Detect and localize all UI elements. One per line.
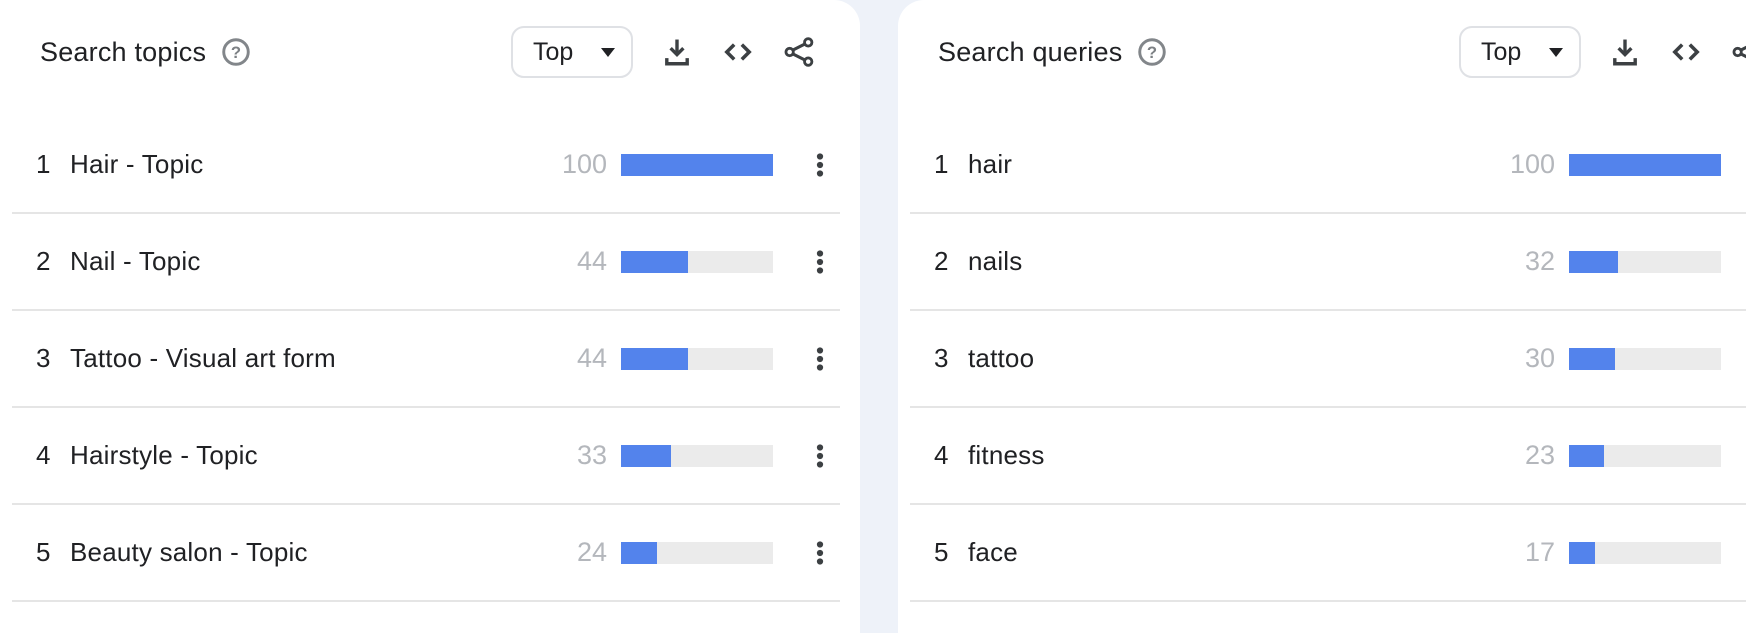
download-icon [665, 39, 689, 66]
table-row: 2 nails 32 [910, 214, 1746, 311]
embed-button[interactable] [721, 35, 755, 69]
kebab-menu-icon [816, 152, 824, 177]
share-icon [1732, 45, 1746, 59]
trend-bar [1569, 347, 1721, 370]
topic-link[interactable]: Hair - Topic [70, 149, 204, 179]
sort-dropdown-value: Top [1481, 37, 1522, 66]
help-button[interactable]: ? [1136, 36, 1168, 68]
rank: 5 [934, 537, 949, 567]
sort-dropdown-value: Top [533, 37, 574, 66]
kebab-menu-icon [816, 443, 824, 468]
value: 32 [1524, 246, 1555, 276]
rank: 5 [36, 537, 51, 567]
row-menu-button[interactable] [805, 538, 835, 568]
value: 17 [1524, 537, 1555, 567]
trend-bar [1569, 444, 1721, 467]
table-row: 3 tattoo 30 [910, 311, 1746, 408]
value: 30 [1524, 343, 1555, 373]
row-menu-button[interactable] [805, 441, 835, 471]
value: 24 [576, 537, 607, 567]
toolbar: Top [511, 26, 816, 78]
query-link[interactable]: hair [968, 149, 1013, 179]
help-button[interactable]: ? [220, 36, 252, 68]
share-button[interactable] [782, 35, 816, 69]
row-menu-button[interactable] [805, 150, 835, 180]
trend-bar [621, 444, 773, 467]
search-topics-header: Search topics ? Top [0, 0, 860, 104]
table-row: 2 Nail - Topic 44 [12, 214, 840, 311]
table-row: 1 hair 100 [910, 117, 1746, 214]
download-icon [1613, 39, 1637, 66]
rank: 1 [934, 149, 949, 179]
trend-bar [1569, 250, 1721, 273]
svg-text:?: ? [231, 43, 241, 62]
table-row: 3 Tattoo - Visual art form 44 [12, 311, 840, 408]
search-topics-list: 1 Hair - Topic 100 2 Nail - Topic 44 [12, 117, 840, 602]
question-mark-circle-icon: ? [1138, 38, 1167, 66]
value: 44 [576, 343, 607, 373]
title-group: Search topics ? [40, 36, 252, 68]
title-group: Search queries ? [938, 36, 1168, 68]
topic-link[interactable]: Hairstyle - Topic [70, 440, 258, 470]
kebab-menu-icon [816, 249, 824, 274]
table-row: 5 face 17 [910, 505, 1746, 602]
value: 100 [1509, 149, 1555, 179]
trend-bar [621, 541, 773, 564]
rank: 4 [934, 440, 949, 470]
panel-title: Search topics [40, 36, 207, 67]
value: 44 [576, 246, 607, 276]
embed-code-icon [724, 43, 752, 61]
trend-bar [621, 347, 773, 370]
query-link[interactable]: nails [968, 246, 1023, 276]
query-link[interactable]: fitness [968, 440, 1045, 470]
table-row: 4 Hairstyle - Topic 33 [12, 408, 840, 505]
sort-dropdown[interactable]: Top [1459, 26, 1581, 78]
search-topics-panel: Search topics ? Top [0, 0, 860, 633]
topic-link[interactable]: Beauty salon - Topic [70, 537, 308, 567]
rank: 2 [36, 246, 51, 276]
question-mark-circle-icon: ? [222, 38, 250, 66]
rank: 4 [36, 440, 51, 470]
query-link[interactable]: face [968, 537, 1018, 567]
row-menu-button[interactable] [805, 247, 835, 277]
rank: 3 [934, 343, 949, 373]
download-button[interactable] [1608, 35, 1642, 69]
trend-bar [1569, 153, 1721, 176]
download-button[interactable] [660, 35, 694, 69]
trend-bar [1569, 541, 1721, 564]
search-queries-list: 1 hair 100 2 nails 32 [910, 117, 1746, 602]
kebab-menu-icon [816, 540, 824, 565]
value: 33 [576, 440, 607, 470]
value: 100 [561, 149, 607, 179]
rank: 2 [934, 246, 949, 276]
trend-bar [621, 250, 773, 273]
query-link[interactable]: tattoo [968, 343, 1035, 373]
share-button[interactable] [1730, 35, 1746, 69]
table-row: 5 Beauty salon - Topic 24 [12, 505, 840, 602]
caret-down-icon [601, 47, 615, 57]
embed-code-icon [1672, 43, 1700, 61]
caret-down-icon [1549, 47, 1563, 57]
search-queries-header: Search queries ? Top [898, 0, 1746, 104]
sort-dropdown[interactable]: Top [511, 26, 633, 78]
share-icon [784, 37, 814, 67]
topic-link[interactable]: Nail - Topic [70, 246, 201, 276]
topic-link[interactable]: Tattoo - Visual art form [70, 343, 336, 373]
value: 23 [1524, 440, 1555, 470]
row-menu-button[interactable] [805, 344, 835, 374]
rank: 3 [36, 343, 51, 373]
embed-button[interactable] [1669, 35, 1703, 69]
toolbar: Top [1459, 26, 1746, 78]
table-row: 1 Hair - Topic 100 [12, 117, 840, 214]
table-row: 4 fitness 23 [910, 408, 1746, 505]
kebab-menu-icon [816, 346, 824, 371]
panel-title: Search queries [938, 36, 1123, 67]
search-queries-panel: Search queries ? Top [898, 0, 1746, 633]
rank: 1 [36, 149, 51, 179]
trend-bar [621, 153, 773, 176]
svg-text:?: ? [1147, 43, 1157, 62]
